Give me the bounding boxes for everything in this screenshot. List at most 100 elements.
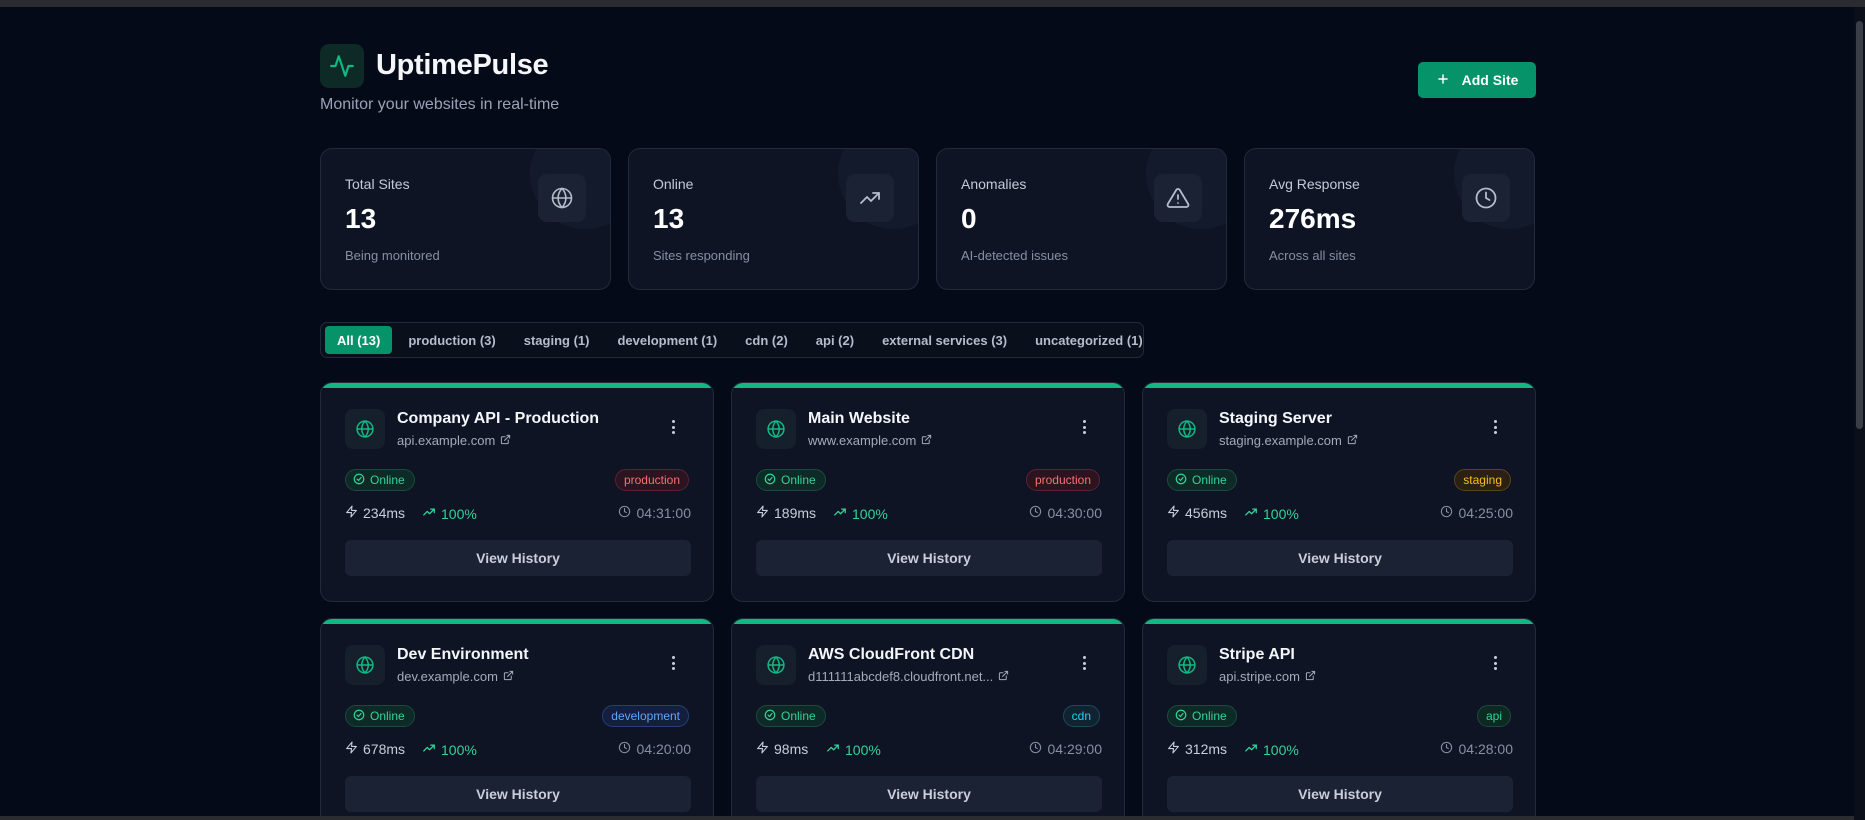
window-bottom-bar [0, 816, 1854, 820]
site-url-link[interactable]: api.stripe.com [1219, 669, 1316, 684]
more-options-icon[interactable] [1489, 417, 1501, 437]
view-history-button[interactable]: View History [756, 540, 1102, 576]
uptime: 100% [826, 741, 881, 758]
clock-icon [618, 741, 631, 757]
filter-chip-production[interactable]: production (3) [408, 332, 496, 348]
check-circle-icon [353, 709, 365, 724]
response-time: 678ms [345, 741, 405, 757]
uptime-value: 100% [1263, 505, 1299, 522]
uptime: 100% [422, 505, 477, 522]
last-checked: 04:30:00 [1029, 505, 1102, 521]
last-checked-value: 04:28:00 [1458, 741, 1514, 757]
more-options-icon[interactable] [1078, 417, 1090, 437]
add-site-button[interactable]: Add Site [1418, 62, 1536, 98]
uptime: 100% [1244, 741, 1299, 758]
uptime-value: 100% [1263, 741, 1299, 758]
window-top-bar [0, 0, 1865, 7]
status-badge: Online [756, 469, 826, 491]
category-tag: cdn [1062, 705, 1100, 727]
site-url-link[interactable]: staging.example.com [1219, 433, 1358, 448]
response-time: 98ms [756, 741, 808, 757]
clock-icon [1440, 741, 1453, 757]
response-value: 312ms [1185, 741, 1228, 757]
stat-value: 13 [345, 203, 377, 234]
filter-chip-external-services[interactable]: external services (3) [882, 332, 1008, 348]
site-url: d111111abcdef8.cloudfront.net... [808, 669, 994, 684]
response-time: 312ms [1167, 741, 1227, 757]
site-url-link[interactable]: www.example.com [808, 433, 932, 448]
stat-label: Anomalies [961, 176, 1027, 192]
add-site-label: Add Site [1461, 72, 1519, 88]
status-accent-bar [1143, 383, 1535, 388]
filter-chip-uncategorized[interactable]: uncategorized (1) [1035, 332, 1143, 348]
page-header: UptimePulse Monitor your websites in rea… [320, 44, 1536, 120]
stats-row: Total Sites 13 Being monitored Online 13… [320, 148, 1536, 290]
last-checked: 04:20:00 [618, 741, 691, 757]
site-metrics: 98ms 100% 04:29:00 [756, 741, 1102, 761]
status-badge: Online [756, 705, 826, 727]
last-checked-value: 04:31:00 [636, 505, 692, 521]
site-card: Main Website www.example.com Online prod… [731, 382, 1125, 602]
site-name: Stripe API [1219, 646, 1295, 663]
stat-card-anomalies: Anomalies 0 AI-detected issues [936, 148, 1227, 290]
site-name: Company API - Production [397, 410, 600, 427]
category-tag: production [1025, 469, 1100, 491]
view-history-button[interactable]: View History [1167, 776, 1513, 812]
activity-icon [320, 44, 364, 88]
vertical-scrollbar[interactable] [1854, 7, 1865, 820]
more-options-icon[interactable] [667, 417, 679, 437]
status-accent-bar [321, 383, 713, 388]
uptime: 100% [1244, 505, 1299, 522]
site-card: Stripe API api.stripe.com Online api 312… [1142, 618, 1536, 820]
more-options-icon[interactable] [1489, 653, 1501, 673]
last-checked: 04:28:00 [1440, 741, 1514, 757]
status-badge: Online [345, 469, 415, 491]
stat-desc: AI-detected issues [961, 248, 1068, 263]
filter-chip-staging[interactable]: staging (1) [523, 332, 590, 348]
site-url-link[interactable]: d111111abcdef8.cloudfront.net... [808, 669, 1009, 684]
status-accent-bar [732, 619, 1124, 624]
external-link-icon [503, 669, 514, 684]
external-link-icon [921, 433, 932, 448]
trending-up-icon [846, 174, 894, 222]
site-url: staging.example.com [1219, 433, 1342, 448]
site-url-link[interactable]: dev.example.com [397, 669, 514, 684]
status-accent-bar [732, 383, 1124, 388]
scrollbar-thumb[interactable] [1856, 21, 1863, 429]
trending-up-icon [1244, 505, 1258, 522]
status-label: Online [1192, 709, 1227, 723]
view-history-button[interactable]: View History [756, 776, 1102, 812]
view-history-button[interactable]: View History [345, 776, 691, 812]
status-label: Online [781, 473, 816, 487]
category-filter-bar: All (13) production (3) staging (1) deve… [320, 322, 1144, 358]
site-url-link[interactable]: api.example.com [397, 433, 511, 448]
globe-icon [345, 409, 385, 449]
site-metrics: 189ms 100% 04:30:00 [756, 505, 1102, 525]
site-metrics: 312ms 100% 04:28:00 [1167, 741, 1513, 761]
check-circle-icon [1175, 473, 1187, 488]
view-history-button[interactable]: View History [345, 540, 691, 576]
site-name: Dev Environment [397, 646, 529, 663]
filter-chip-development[interactable]: development (1) [617, 332, 718, 348]
globe-icon [1167, 645, 1207, 685]
external-link-icon [1305, 669, 1316, 684]
trending-up-icon [833, 505, 847, 522]
response-time: 189ms [756, 505, 816, 521]
filter-chip-all[interactable]: All (13) [325, 326, 393, 354]
view-history-button[interactable]: View History [1167, 540, 1513, 576]
stat-label: Online [653, 176, 694, 192]
last-checked: 04:25:00 [1440, 505, 1513, 521]
filter-chip-api[interactable]: api (2) [815, 332, 855, 348]
site-metrics: 678ms 100% 04:20:00 [345, 741, 691, 761]
more-options-icon[interactable] [1078, 653, 1090, 673]
app-subtitle: Monitor your websites in real-time [320, 96, 560, 113]
check-circle-icon [764, 473, 776, 488]
site-metrics: 456ms 100% 04:25:00 [1167, 505, 1513, 525]
site-name: Staging Server [1219, 410, 1332, 427]
filter-chip-cdn[interactable]: cdn (2) [745, 332, 788, 348]
more-options-icon[interactable] [667, 653, 679, 673]
site-url: www.example.com [808, 433, 917, 448]
globe-icon [345, 645, 385, 685]
status-badge: Online [345, 705, 415, 727]
clock-icon [1029, 741, 1042, 757]
